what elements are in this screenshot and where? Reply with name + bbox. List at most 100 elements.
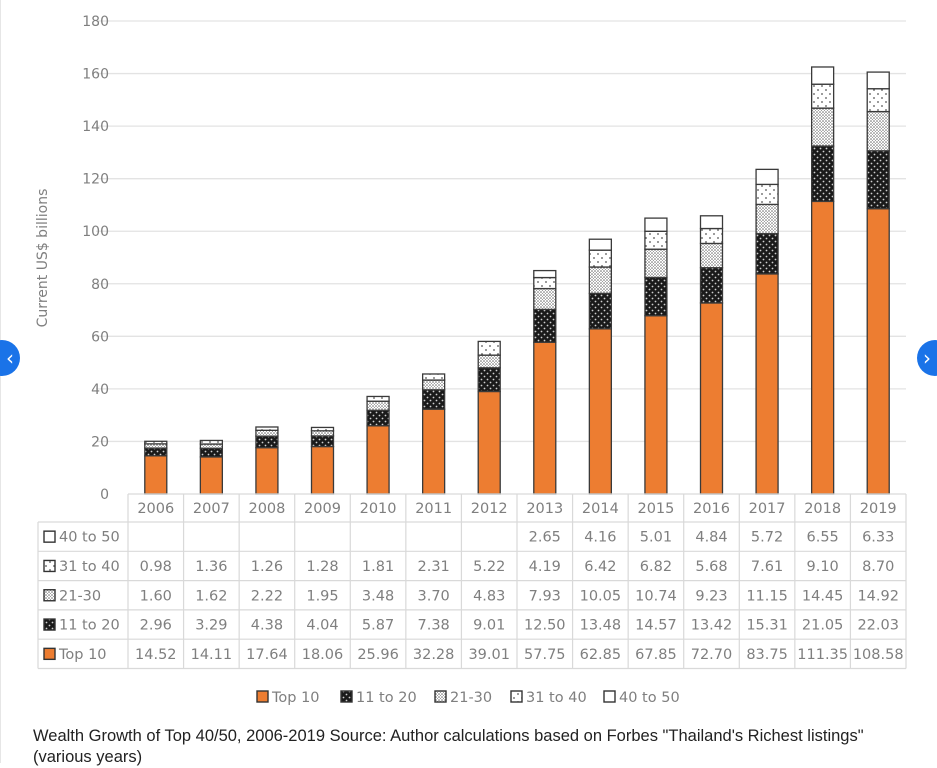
table-cell-value: 7.38	[417, 618, 449, 634]
legend: Top 10 11 to 20 21-30 31 to 40 40 to 50	[256, 690, 680, 706]
legend-key	[510, 690, 523, 703]
table-cell-value: 14.57	[635, 618, 677, 634]
table-cell-value: 5.72	[751, 530, 783, 546]
table-cell-value: 67.85	[635, 647, 677, 663]
bar-segment	[755, 168, 779, 186]
table-cell-value: 0.98	[140, 559, 172, 575]
table-cell-value: 2.31	[417, 559, 449, 575]
bar-segment	[699, 267, 724, 304]
table-legend-key	[43, 647, 56, 661]
legend-key	[256, 690, 269, 703]
table-cell-value: 4.83	[473, 588, 505, 604]
table-year-header: 2010	[360, 501, 397, 517]
table-cell-value: 83.75	[746, 647, 788, 663]
table-row-label: 11 to 20	[59, 618, 120, 634]
table-cell-value: 9.10	[806, 559, 838, 575]
table-year-header: 2016	[693, 501, 730, 517]
bar-segment	[588, 292, 613, 330]
frame-border	[0, 0, 1, 763]
table-cell-value: 8.70	[862, 559, 894, 575]
bar-segment	[588, 266, 613, 295]
bar-segment	[255, 426, 279, 431]
figure-caption: Wealth Growth of Top 40/50, 2006-2019 So…	[33, 727, 864, 766]
table-legend-key	[43, 589, 56, 602]
legend-label: 40 to 50	[619, 690, 680, 706]
table-cell-value: 10.05	[580, 588, 622, 604]
table-year-header: 2018	[804, 501, 841, 517]
table-cell-value: 10.74	[635, 588, 677, 604]
bar-segment	[533, 269, 557, 279]
table-cell-value: 5.01	[640, 530, 672, 546]
table-cell-value: 108.58	[853, 647, 904, 663]
table-year-header: 2019	[860, 501, 897, 517]
y-axis-ticks: 0 20 40 60 80 100 120 140 160 180	[82, 14, 109, 503]
table-cell-value: 18.06	[302, 647, 344, 663]
bar-segment	[255, 429, 279, 437]
bar-segment	[144, 440, 168, 445]
bar-segment	[755, 183, 779, 206]
stacked-bar-chart: 0 20 40 60 80 100 120 140 160 180 Current US$ bil…	[35, 14, 907, 706]
next-image-button[interactable]: ›	[917, 340, 937, 376]
table-row-label: 31 to 40	[59, 559, 120, 575]
y-tick-label: 160	[82, 67, 109, 83]
table-legend-key	[43, 618, 56, 631]
table-cell-value: 1.60	[140, 588, 172, 604]
table-cell-value: 3.29	[195, 618, 227, 634]
table-year-header: 2006	[137, 501, 174, 517]
table-cell-value: 11.15	[746, 588, 788, 604]
table-year-header: 2015	[637, 501, 674, 517]
table-cell-value: 1.81	[362, 559, 394, 575]
bar-segment	[810, 200, 835, 495]
bar-segment	[644, 248, 668, 279]
table-cell-value: 57.75	[524, 647, 566, 663]
bar-segment	[810, 83, 835, 109]
table-cell-value: 2.22	[251, 588, 283, 604]
previous-image-button[interactable]: ‹	[0, 340, 20, 376]
bar-segment	[421, 389, 446, 410]
bar-segment	[866, 71, 890, 90]
table-cell-value: 9.01	[473, 618, 505, 634]
table-cell-value: 14.45	[802, 588, 844, 604]
bar-segment	[310, 435, 335, 448]
table-cell-value: 1.36	[195, 559, 227, 575]
bar-segment	[866, 208, 890, 495]
table-cell-value: 4.16	[584, 530, 616, 546]
bar-segment	[366, 400, 390, 412]
table-cell-value: 2.96	[140, 618, 172, 634]
bar-segment	[533, 341, 557, 495]
table-cell-value: 13.42	[691, 618, 733, 634]
chevron-left-icon: ‹	[6, 346, 14, 370]
table-cell-value: 21.05	[802, 618, 844, 634]
bar-segment	[588, 238, 613, 251]
bar-segment	[144, 455, 168, 495]
y-tick-label: 120	[82, 172, 109, 188]
table-cell-value: 13.48	[580, 618, 622, 634]
legend-label: 11 to 20	[356, 690, 417, 706]
table-cell-value: 62.85	[580, 647, 622, 663]
table-cell-value: 22.03	[857, 618, 899, 634]
bar-segment	[199, 439, 224, 445]
bar-segment	[810, 145, 835, 203]
legend-key	[603, 690, 616, 703]
y-tick-label: 20	[91, 434, 109, 450]
table-cell-value: 7.93	[529, 588, 561, 604]
table-cell-value: 4.38	[251, 618, 283, 634]
table-cell-value: 6.33	[862, 530, 894, 546]
table-cell-value: 32.28	[413, 647, 455, 663]
bar-segment	[866, 110, 890, 152]
table-year-header: 2014	[582, 501, 619, 517]
table-row-label: Top 10	[58, 647, 107, 663]
bar-segment	[310, 430, 335, 437]
y-tick-label: 40	[91, 382, 109, 398]
bar-segment	[255, 446, 279, 495]
table-cell-value: 39.01	[468, 647, 510, 663]
bar-segment	[310, 445, 335, 495]
bar-segment	[810, 107, 835, 147]
table-cell-value: 17.64	[246, 647, 288, 663]
table-cell-value: 9.23	[695, 588, 727, 604]
table-legend-key	[43, 559, 56, 573]
bar-segment	[421, 373, 446, 381]
bar-segment	[644, 315, 668, 495]
table-legend-key	[43, 530, 56, 543]
bar-segment	[144, 447, 168, 457]
